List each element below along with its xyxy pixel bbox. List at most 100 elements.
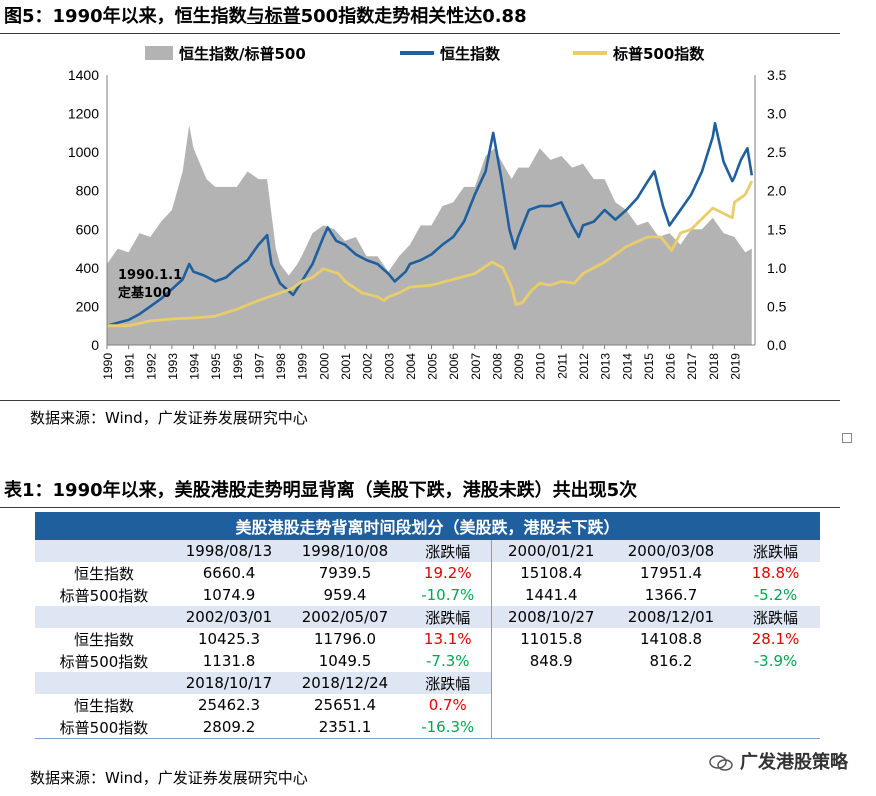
divergence-table: 美股港股走势背离时间段划分（美股跌，港股未下跌） 1998/08/13 1998…	[35, 512, 821, 739]
period-end: 2008/12/01	[611, 606, 731, 628]
change-cell: -5.2%	[753, 586, 798, 604]
x-tick-label: 1991	[123, 353, 137, 380]
cell: 816.2	[649, 652, 693, 670]
x-tick-label: 2015	[642, 353, 656, 380]
x-tick-label: 2014	[620, 353, 634, 380]
left-tick-label: 800	[76, 183, 100, 199]
change-cell: 18.8%	[751, 564, 800, 582]
right-tick-label: 2.0	[767, 183, 787, 199]
cell: 959.4	[323, 586, 367, 604]
cell: 1049.5	[318, 652, 372, 670]
change-header: 涨跌幅	[405, 606, 492, 628]
x-tick-label: 2011	[555, 353, 569, 379]
table-row: 标普500指数 1131.8 1049.5 -7.3% 848.9 816.2 …	[35, 650, 820, 672]
right-tick-label: 3.0	[767, 106, 787, 122]
change-cell: 0.7%	[405, 694, 492, 716]
legend-swatch	[145, 46, 173, 60]
cell: 1131.8	[202, 652, 256, 670]
table-row: 恒生指数 25462.3 25651.4 0.7%	[35, 694, 820, 716]
x-tick-label: 1998	[274, 353, 288, 380]
right-tick-label: 1.0	[767, 260, 787, 276]
period-start: 1998/08/13	[173, 540, 285, 562]
change-header: 涨跌幅	[405, 672, 492, 694]
row-label-spx: 标普500指数	[59, 586, 149, 605]
table-header-row: 2018/10/17 2018/12/24 涨跌幅	[35, 672, 821, 694]
table-row: 恒生指数 10425.3 11796.0 13.1% 11015.8 14108…	[35, 628, 820, 650]
period-end: 1998/10/08	[285, 540, 405, 562]
right-tick-label: 1.5	[767, 221, 787, 237]
change-header: 涨跌幅	[731, 606, 821, 628]
cell: 10425.3	[197, 630, 261, 648]
right-tick-label: 3.5	[767, 67, 787, 83]
left-tick-label: 400	[76, 260, 100, 276]
cell: 15108.4	[520, 564, 583, 582]
x-tick-label: 2013	[599, 353, 613, 380]
line-series-hsi	[106, 121, 754, 327]
watermark: 广发港股策略	[708, 748, 848, 774]
x-tick-label: 2005	[426, 353, 440, 380]
change-cell: -3.9%	[753, 652, 798, 670]
period-start: 2002/03/01	[173, 606, 285, 628]
row-label-hsi: 恒生指数	[73, 564, 134, 583]
period-start: 2000/01/21	[491, 540, 611, 562]
change-cell: 13.1%	[405, 628, 492, 650]
x-tick-label: 2007	[469, 353, 483, 380]
x-tick-label: 2002	[361, 353, 375, 380]
cell: 11015.8	[520, 630, 583, 648]
x-tick-label: 1994	[188, 353, 202, 380]
change-cell: -16.3%	[405, 716, 492, 739]
cell: 1074.9	[202, 586, 256, 604]
change-cell: 28.1%	[751, 630, 800, 648]
area-series-ratio	[107, 125, 752, 345]
line-series-spx	[107, 180, 754, 328]
x-tick-label: 2000	[317, 353, 331, 380]
right-tick-label: 0.0	[767, 337, 787, 353]
change-cell: -7.3%	[405, 650, 492, 672]
cell: 2351.1	[285, 716, 405, 739]
legend-label: 恒生指数/标普500	[179, 45, 306, 63]
figure-source: 数据来源：Wind，广发证券发展研究中心	[30, 409, 308, 427]
cell: 17951.4	[639, 564, 703, 582]
period-end: 2002/05/07	[285, 606, 405, 628]
legend-label: 恒生指数	[440, 45, 501, 63]
plot-area	[106, 121, 754, 345]
x-tick-label: 1992	[144, 353, 158, 380]
cell: 2809.2	[173, 716, 285, 739]
x-tick-label: 2019	[728, 353, 742, 380]
x-tick-label: 2003	[382, 353, 396, 380]
table-row: 恒生指数 6660.4 7939.5 19.2% 15108.4 17951.4…	[35, 562, 820, 584]
period-start: 2008/10/27	[491, 606, 611, 628]
cell: 6660.4	[202, 564, 256, 582]
cell: 848.9	[529, 652, 573, 670]
row-label-spx: 标普500指数	[59, 652, 149, 671]
table-header-row: 1998/08/13 1998/10/08 涨跌幅 2000/01/21 200…	[35, 540, 821, 562]
table-row: 标普500指数 2809.2 2351.1 -16.3%	[35, 716, 821, 739]
x-tick-label: 1996	[231, 353, 245, 380]
table-banner: 美股港股走势背离时间段划分（美股跌，港股未下跌）	[35, 512, 821, 540]
left-tick-label: 1000	[68, 144, 99, 160]
x-tick-label: 2006	[447, 353, 461, 380]
left-tick-label: 0	[91, 337, 99, 353]
x-tick-label: 2018	[707, 353, 721, 380]
row-label-spx: 标普500指数	[35, 716, 173, 739]
x-tick-label: 2010	[534, 353, 548, 380]
change-cell: -10.7%	[405, 584, 492, 606]
x-tick-label: 2012	[577, 353, 591, 380]
cell: 7939.5	[318, 564, 372, 582]
x-tick-label: 1995	[209, 353, 223, 380]
period-end: 2000/03/08	[611, 540, 731, 562]
x-tick-label: 2017	[685, 353, 699, 380]
x-tick-label: 1999	[296, 353, 310, 380]
table-title-divider	[0, 507, 840, 508]
figure-bottom-divider	[0, 400, 840, 401]
right-tick-label: 0.5	[767, 298, 787, 314]
period-start: 2018/10/17	[173, 672, 285, 694]
x-tick-label: 2009	[512, 353, 526, 380]
legend-label: 标普500指数	[612, 45, 705, 63]
cell: 25462.3	[197, 696, 261, 714]
table-row: 标普500指数 1074.9 959.4 -10.7% 1441.4 1366.…	[35, 584, 820, 606]
change-header: 涨跌幅	[405, 540, 492, 562]
cell: 1366.7	[644, 586, 698, 604]
x-tick-label: 1993	[166, 353, 180, 380]
checkbox-icon	[842, 433, 852, 443]
